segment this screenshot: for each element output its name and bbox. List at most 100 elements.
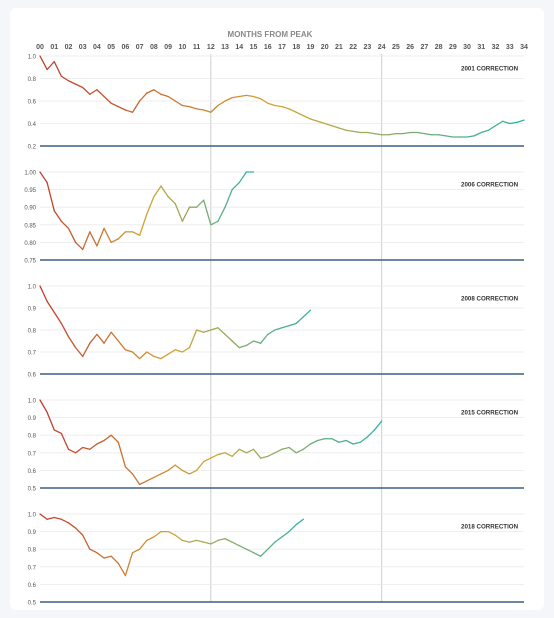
series-segment: [288, 523, 297, 533]
series-segment: [181, 206, 191, 222]
x-tick-label: 15: [250, 44, 258, 51]
x-tick-label: 18: [292, 44, 300, 51]
series-segment: [217, 206, 226, 222]
series-segment: [210, 327, 219, 331]
chart-panel: 1.00 0.95 0.90 0.85 0.80 0.75 2006 CORRECTION: [24, 171, 524, 265]
series-segment: [146, 89, 155, 94]
legend-label: 2015 CORRECTION: [461, 409, 519, 416]
series-segment: [188, 105, 198, 110]
series-segment: [117, 441, 127, 468]
series-segment: [46, 516, 55, 520]
series-segment: [203, 329, 212, 333]
series-segment: [174, 534, 184, 542]
series-segment: [281, 446, 290, 450]
legend: 2015 CORRECTION: [434, 409, 519, 416]
series-segment: [89, 443, 98, 450]
series-segment: [167, 195, 176, 205]
series-segment: [96, 333, 105, 344]
y-tick-label: 0.90: [24, 206, 36, 212]
x-tick-label: 27: [420, 44, 428, 51]
series-segment: [195, 460, 205, 472]
series-segment: [181, 346, 191, 353]
series-segment: [160, 185, 169, 198]
x-tick-label: 23: [364, 44, 372, 51]
series-segment: [274, 536, 283, 543]
series-segment: [110, 331, 119, 342]
series-segment: [110, 102, 119, 108]
legend-label: 2018 CORRECTION: [461, 523, 519, 530]
x-tick-label: 28: [435, 44, 443, 51]
series-segment: [295, 111, 305, 117]
series-segment: [96, 227, 105, 247]
y-tick-label: 1.0: [28, 399, 37, 405]
series-segment: [231, 340, 240, 349]
series-segment: [267, 102, 276, 107]
series-segment: [39, 513, 48, 520]
y-tick-label: 0.9: [28, 530, 37, 536]
series-segment: [117, 231, 127, 240]
x-tick-label: 31: [477, 44, 485, 51]
series-segment: [509, 121, 518, 125]
series-segment: [138, 539, 148, 550]
series-segment: [89, 333, 98, 344]
y-tick-label: 1.00: [24, 171, 36, 177]
series-segment: [267, 329, 276, 336]
chart-panel: 1.0 0.8 0.6 0.4 0.2 2001 CORRECTION: [28, 55, 525, 151]
series-segment: [516, 119, 525, 124]
series-segment: [352, 441, 361, 445]
series-segment: [67, 522, 77, 529]
series-segment: [53, 516, 63, 520]
series-segment: [473, 131, 482, 137]
series-segment: [238, 448, 248, 454]
series-segment: [39, 171, 48, 184]
series-segment: [167, 95, 176, 102]
series-segment: [181, 104, 191, 108]
series-segment: [466, 135, 475, 138]
series-segment: [274, 448, 283, 454]
series-segment: [203, 541, 212, 545]
series-segment: [281, 105, 290, 110]
series-segment: [217, 452, 226, 456]
series-segment: [131, 548, 141, 554]
x-tick-label: 01: [50, 44, 58, 51]
series-segment: [131, 100, 141, 113]
series-segment: [89, 231, 98, 247]
series-segment: [82, 534, 91, 550]
x-tick-label: 34: [520, 44, 528, 51]
x-tick-label: 05: [107, 44, 115, 51]
series-segment: [195, 199, 205, 208]
series-segment: [245, 340, 255, 347]
series-segment: [238, 545, 248, 550]
series-segment: [74, 346, 84, 358]
series-segment: [96, 552, 105, 559]
series-segment: [110, 238, 119, 244]
series-segment: [138, 92, 148, 102]
series-segment: [259, 333, 269, 344]
series-segment: [74, 446, 84, 454]
series-segment: [252, 95, 262, 100]
series-segment: [274, 327, 283, 331]
series-segment: [74, 83, 84, 89]
x-tick-label: 12: [207, 44, 215, 51]
series-segment: [53, 60, 63, 77]
series-segment: [153, 530, 162, 538]
series-segment: [160, 469, 169, 475]
series-segment: [146, 476, 155, 482]
series-segment: [124, 552, 134, 577]
series-segment: [131, 231, 141, 237]
series-segment: [53, 429, 63, 435]
series-segment: [153, 355, 162, 360]
y-tick-label: 0.75: [24, 259, 36, 265]
series-segment: [345, 129, 354, 133]
series-segment: [103, 331, 112, 344]
series-segment: [487, 125, 497, 131]
series-segment: [39, 285, 48, 303]
series-segment: [160, 353, 169, 360]
series-segment: [224, 188, 233, 208]
series-segment: [288, 446, 297, 454]
series-segment: [295, 518, 305, 526]
series-segment: [295, 448, 305, 454]
series-segment: [501, 120, 511, 125]
series-segment: [245, 448, 255, 454]
series-segment: [181, 469, 191, 475]
